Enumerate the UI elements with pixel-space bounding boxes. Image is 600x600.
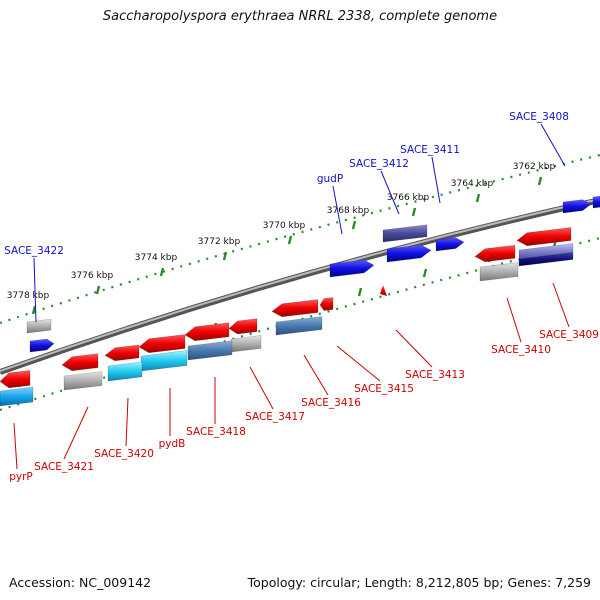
gene-feature-arrow[interactable] (319, 297, 334, 311)
major-tick (159, 267, 165, 277)
major-tick (537, 176, 543, 186)
topology-summary: Topology: circular; Length: 8,212,805 bp… (247, 575, 591, 590)
gene-label-sace-3413[interactable]: SACE_3413 (405, 369, 465, 381)
major-tick (475, 193, 481, 203)
major-tick (95, 285, 101, 295)
kbp-tick-label: 3774 kbp (135, 253, 178, 263)
leader-line (13, 422, 18, 470)
gene-feature-arrow[interactable] (107, 361, 143, 382)
gene-label-pydb[interactable]: pydB (159, 438, 186, 450)
leader-line (63, 406, 89, 460)
gene-feature-marker[interactable] (380, 285, 387, 296)
map-title: Saccharopolyspora erythraea NRRL 2338, c… (102, 9, 498, 24)
major-tick (287, 235, 293, 245)
gene-feature-arrow[interactable] (140, 350, 188, 372)
gene-feature-arrow[interactable] (104, 344, 140, 362)
gene-feature-arrow[interactable] (29, 338, 55, 353)
leader-line (249, 366, 274, 410)
gene-label-sace-3408[interactable]: SACE_3408 (509, 111, 569, 123)
gene-feature-arrow[interactable] (230, 335, 262, 353)
gene-label-sace-3410[interactable]: SACE_3410 (491, 344, 551, 356)
accession-text: Accession: NC_009142 (9, 575, 152, 590)
gene-feature-arrow[interactable] (0, 386, 34, 407)
leader-line (395, 329, 433, 368)
leader-line (303, 354, 329, 396)
kbp-tick-label: 3772 kbp (198, 237, 241, 247)
major-tick (31, 305, 37, 315)
gene-label-sace-3421[interactable]: SACE_3421 (34, 461, 94, 473)
leader-line (431, 156, 441, 204)
gene-label-sace-3412[interactable]: SACE_3412 (349, 158, 409, 170)
gene-label-sace-3417[interactable]: SACE_3417 (245, 411, 305, 423)
major-tick (222, 251, 228, 261)
leader-line (540, 123, 566, 167)
major-tick (351, 220, 357, 230)
gene-feature-arrow[interactable] (382, 224, 428, 243)
gene-feature-arrow[interactable] (0, 370, 31, 389)
gene-feature-arrow[interactable] (518, 252, 574, 267)
kbp-tick-label: 3768 kbp (327, 206, 370, 216)
kbp-tick-label: 3766 kbp (387, 193, 430, 203)
leader-line (552, 282, 570, 328)
gene-label-sace-3420[interactable]: SACE_3420 (94, 448, 154, 460)
gene-feature-arrow[interactable] (187, 340, 233, 361)
outer-tick-track (0, 153, 600, 325)
kbp-tick-label: 3778 kbp (7, 291, 50, 301)
leader-line (125, 397, 129, 447)
genome-backbone-highlight (0, 198, 600, 372)
leader-line (332, 185, 343, 235)
gene-label-layer: SACE_3408 SACE_3411 SACE_3412 gudP SACE_3422… (4, 111, 599, 483)
kbp-tick-label: 3776 kbp (71, 271, 114, 281)
tick-layer: 3762 kbp 3764 kbp 3766 kbp 3768 kbp 3770 kbp… (7, 162, 558, 388)
gene-feature-arrow[interactable] (63, 371, 103, 391)
gene-feature-arrow[interactable] (228, 318, 258, 335)
gene-feature-arrow[interactable] (329, 259, 375, 278)
gene-feature-arrow[interactable] (516, 227, 572, 247)
gene-label-sace-3411[interactable]: SACE_3411 (400, 144, 460, 156)
kbp-tick-label: 3762 kbp (513, 162, 556, 172)
gene-label-sace-3422[interactable]: SACE_3422 (4, 245, 64, 257)
leader-line (380, 170, 400, 215)
gene-feature-arrow[interactable] (275, 316, 323, 336)
gene-feature-arrow[interactable] (435, 237, 465, 252)
major-tick (411, 207, 417, 217)
gene-label-pyrp[interactable]: pyrP (9, 471, 33, 483)
feature-layer (0, 195, 600, 407)
inner-major-tick (357, 287, 363, 297)
leader-line (336, 345, 381, 382)
kbp-tick-label: 3770 kbp (263, 221, 306, 231)
gene-feature-arrow[interactable] (184, 322, 230, 342)
gene-feature-arrow[interactable] (474, 244, 516, 263)
gene-label-sace-3418[interactable]: SACE_3418 (186, 426, 246, 438)
leader-line (33, 257, 37, 323)
leader-line (506, 297, 522, 343)
gene-feature-arrow[interactable] (562, 199, 592, 214)
gene-label-sace-3415[interactable]: SACE_3415 (354, 383, 414, 395)
gene-label-sace-3409[interactable]: SACE_3409 (539, 329, 599, 341)
kbp-tick-label: 3764 kbp (451, 179, 494, 189)
gene-feature-arrow[interactable] (26, 318, 52, 334)
gene-feature-arrow[interactable] (479, 262, 519, 282)
gene-feature-arrow[interactable] (592, 195, 600, 209)
inner-major-tick (422, 268, 428, 278)
gene-label-gudp[interactable]: gudP (317, 173, 343, 185)
gene-feature-arrow[interactable] (386, 244, 432, 263)
gene-feature-arrow[interactable] (271, 299, 319, 318)
gene-feature-arrow[interactable] (61, 353, 99, 372)
gene-label-sace-3416[interactable]: SACE_3416 (301, 397, 361, 409)
gene-feature-arrow[interactable] (138, 334, 186, 354)
